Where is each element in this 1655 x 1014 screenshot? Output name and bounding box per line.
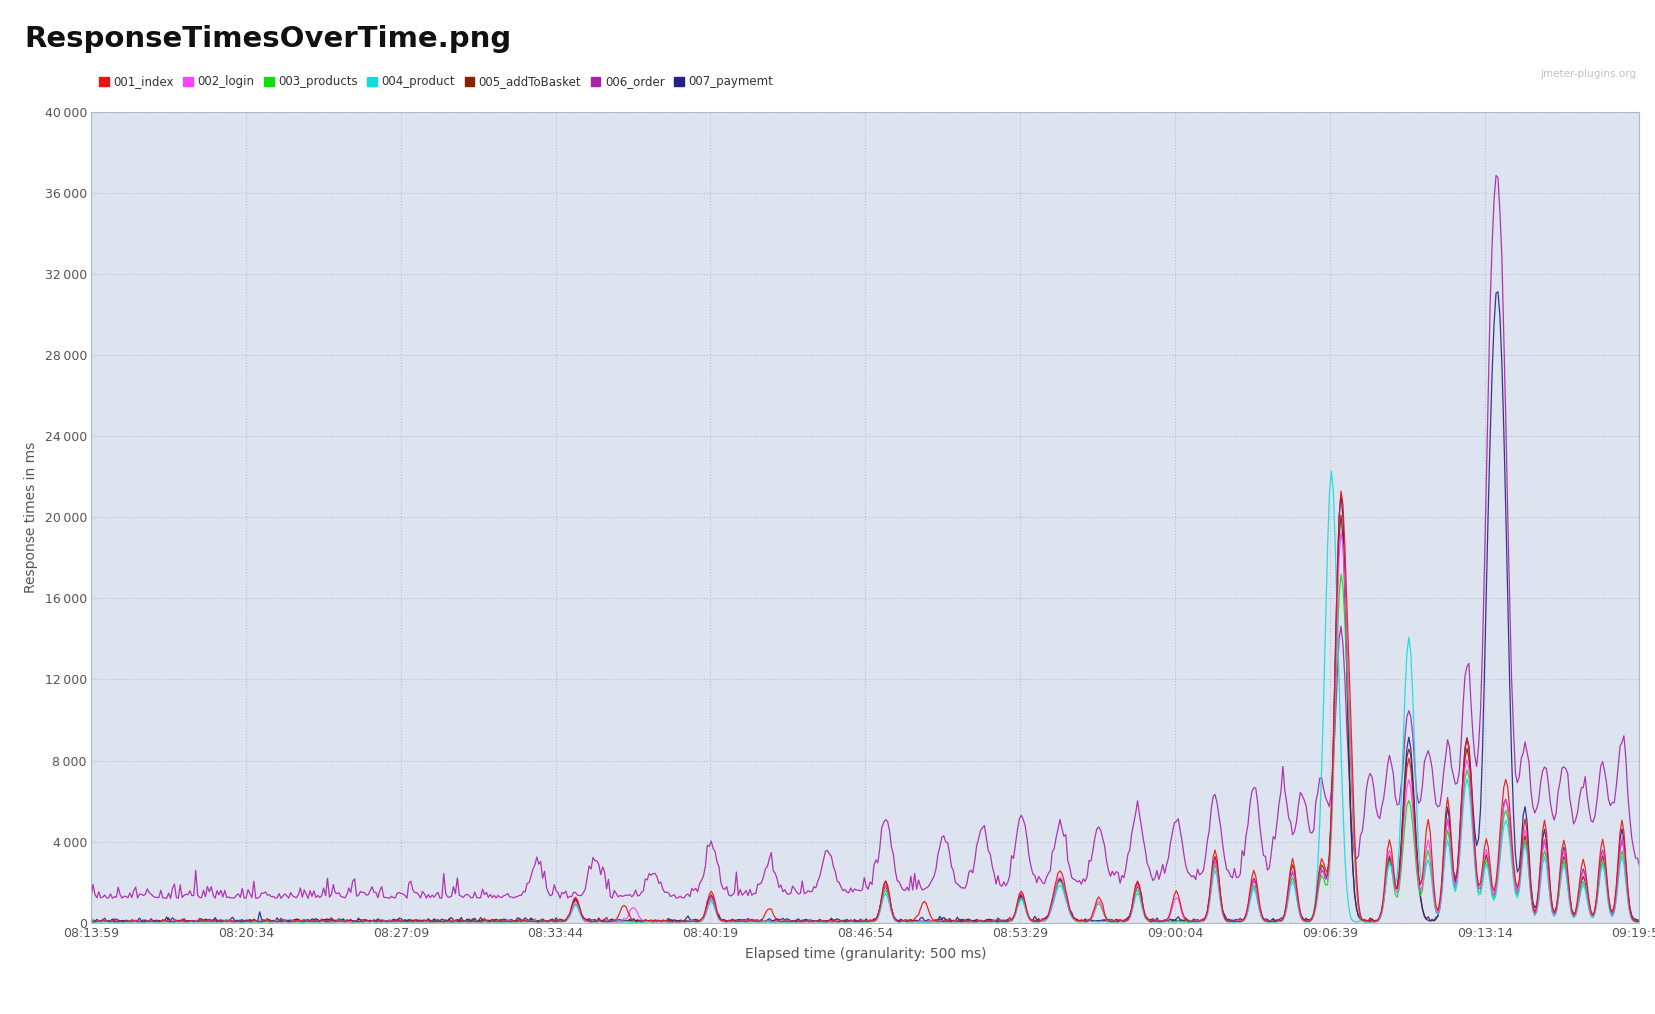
Text: jmeter-plugins.org: jmeter-plugins.org bbox=[1539, 69, 1635, 79]
Text: ResponseTimesOverTime.png: ResponseTimesOverTime.png bbox=[25, 25, 511, 54]
Y-axis label: Response times in ms: Response times in ms bbox=[23, 441, 38, 593]
X-axis label: Elapsed time (granularity: 500 ms): Elapsed time (granularity: 500 ms) bbox=[745, 947, 985, 961]
Legend: 001_index, 002_login, 003_products, 004_product, 005_addToBasket, 006_order, 007: 001_index, 002_login, 003_products, 004_… bbox=[98, 73, 775, 90]
